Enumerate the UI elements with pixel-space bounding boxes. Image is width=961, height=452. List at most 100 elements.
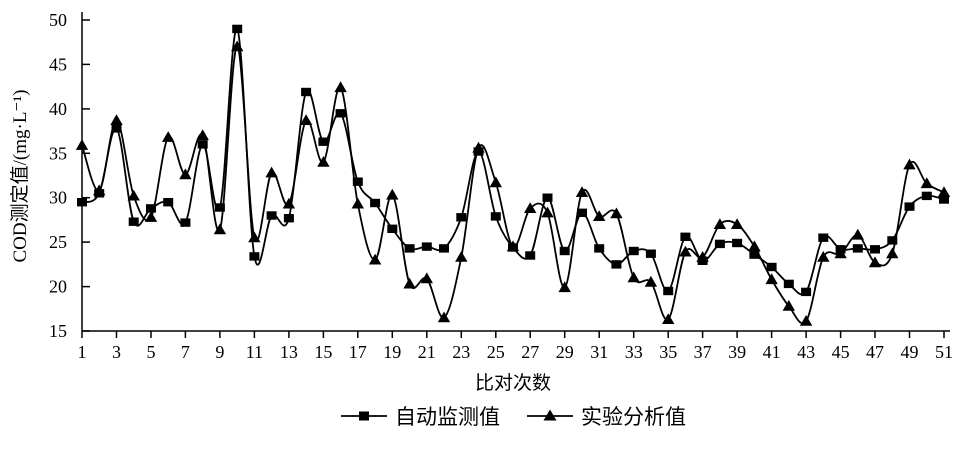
triangle-marker <box>248 231 261 243</box>
y-tick-label: 35 <box>49 143 67 163</box>
square-marker <box>301 87 312 97</box>
triangle-marker <box>455 251 468 262</box>
square-marker <box>490 212 501 221</box>
square-marker <box>680 232 691 241</box>
x-tick-label: 33 <box>625 342 643 362</box>
legend-label-auto: 自动监测值 <box>395 405 500 429</box>
legend-label-lab: 实验分析值 <box>581 405 686 429</box>
triangle-marker <box>868 256 882 268</box>
square-marker <box>318 137 329 146</box>
triangle-marker <box>506 240 520 252</box>
square-marker <box>870 245 880 254</box>
x-tick-label: 13 <box>280 342 298 362</box>
triangle-marker <box>334 81 347 93</box>
x-tick-label: 37 <box>694 342 712 362</box>
square-marker <box>77 198 87 207</box>
square-marker <box>232 24 243 34</box>
x-tick-label: 5 <box>147 342 156 362</box>
triangle-marker <box>282 197 296 209</box>
triangle-marker <box>93 184 106 196</box>
triangle-marker <box>110 114 123 125</box>
square-marker <box>214 203 225 212</box>
triangle-marker <box>213 223 227 235</box>
square-marker <box>180 218 191 227</box>
x-tick-label: 21 <box>418 342 436 362</box>
square-marker <box>628 246 639 256</box>
square-marker <box>904 202 915 211</box>
x-tick-label: 3 <box>112 342 121 362</box>
square-marker <box>249 252 260 261</box>
triangle-marker <box>179 168 192 180</box>
triangle-marker <box>817 251 830 262</box>
triangle-marker <box>351 197 364 209</box>
triangle-marker <box>886 247 899 259</box>
x-tick-label: 27 <box>521 342 539 362</box>
triangle-marker <box>437 311 451 323</box>
triangle-marker <box>593 210 606 221</box>
triangle-marker <box>851 228 864 240</box>
x-tick-label: 39 <box>728 342 746 362</box>
x-tick-label: 23 <box>452 342 470 362</box>
y-tick-label: 30 <box>49 188 67 208</box>
triangle-marker <box>799 315 813 326</box>
square-marker <box>559 246 570 256</box>
triangle-marker <box>368 253 382 265</box>
triangle-marker <box>662 313 675 324</box>
square-marker <box>128 217 139 226</box>
square-marker <box>663 286 674 296</box>
x-tick-label: 11 <box>246 342 263 362</box>
y-tick-label: 15 <box>49 321 67 341</box>
triangle-marker <box>834 247 847 259</box>
triangle-marker <box>472 141 485 153</box>
series-line-square <box>81 27 945 296</box>
square-series-icon <box>341 411 387 421</box>
x-tick-label: 35 <box>659 342 677 362</box>
triangle-marker <box>265 166 278 178</box>
triangle-marker <box>713 218 727 229</box>
chart-legend: 自动监测值 实验分析值 <box>340 401 686 431</box>
square-marker <box>146 204 156 213</box>
square-marker <box>783 279 794 289</box>
triangle-series-icon <box>527 409 573 421</box>
square-marker <box>439 244 449 253</box>
triangle-marker <box>782 299 795 311</box>
triangle-marker <box>489 176 502 188</box>
x-tick-label: 25 <box>487 342 505 362</box>
square-marker <box>818 233 829 242</box>
x-tick-label: 47 <box>866 342 884 362</box>
x-tick-label: 51 <box>935 342 953 362</box>
square-marker <box>335 109 346 118</box>
square-marker <box>577 208 587 217</box>
triangle-marker <box>903 158 916 170</box>
square-marker <box>714 239 725 249</box>
square-marker <box>525 251 536 260</box>
x-tick-label: 7 <box>181 342 190 362</box>
x-axis-title: 比对次数 <box>475 372 551 394</box>
triangle-marker <box>420 272 433 284</box>
square-marker <box>111 124 122 133</box>
triangle-marker <box>196 129 209 141</box>
triangle-marker <box>765 273 778 285</box>
square-marker <box>370 198 381 208</box>
legend-item-auto: 自动监测值 <box>340 401 500 431</box>
triangle-marker <box>558 281 571 293</box>
x-tick-label: 9 <box>215 342 224 362</box>
y-tick-label: 25 <box>49 232 67 252</box>
triangle-marker <box>386 188 399 200</box>
square-marker <box>766 262 777 272</box>
square-marker <box>594 244 605 253</box>
triangle-marker <box>162 131 175 142</box>
square-marker <box>921 191 932 201</box>
x-tick-label: 49 <box>901 342 919 362</box>
y-tick-label: 40 <box>49 99 67 119</box>
x-tick-label: 17 <box>349 342 367 362</box>
x-tick-label: 19 <box>383 342 401 362</box>
x-tick-label: 41 <box>763 342 781 362</box>
square-marker <box>387 224 398 233</box>
x-tick-label: 29 <box>556 342 574 362</box>
square-marker <box>645 249 656 258</box>
square-marker <box>456 213 467 222</box>
triangle-marker <box>696 251 709 262</box>
